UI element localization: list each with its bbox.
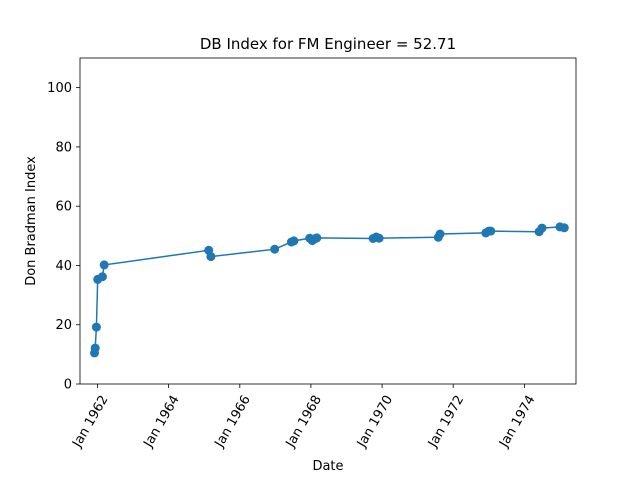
y-tick-label: 0 (64, 378, 72, 393)
y-tick-label: 60 (55, 200, 72, 215)
data-point (270, 245, 279, 254)
y-tick-label: 80 (55, 140, 72, 155)
data-point (100, 260, 109, 269)
data-point (98, 272, 107, 281)
data-point (436, 230, 445, 239)
y-tick-label: 20 (55, 318, 72, 333)
data-point (375, 234, 384, 243)
data-point (486, 227, 495, 236)
data-point (538, 224, 547, 233)
data-point (312, 233, 321, 242)
x-axis-label: Date (312, 459, 343, 474)
data-point (289, 236, 298, 245)
data-point (560, 223, 569, 232)
chart-title: DB Index for FM Engineer = 52.71 (200, 35, 456, 53)
data-point (91, 344, 100, 353)
y-tick-label: 40 (55, 259, 72, 274)
y-axis-label: Don Bradman Index (24, 156, 39, 286)
y-tick-label: 100 (47, 81, 72, 96)
data-point (92, 323, 101, 332)
data-point (206, 252, 215, 261)
